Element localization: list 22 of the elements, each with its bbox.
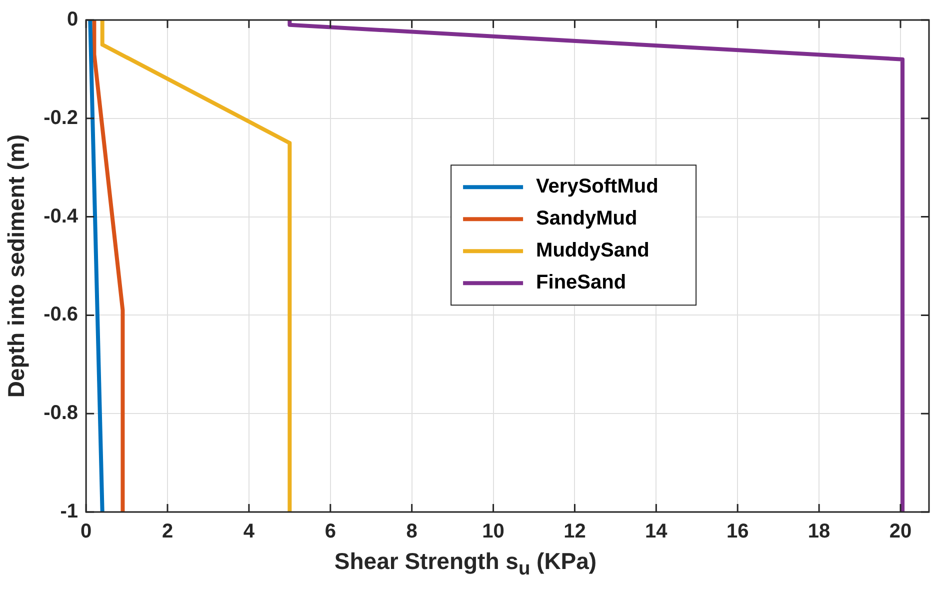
legend-label: VerySoftMud	[536, 176, 658, 198]
x-tick-label: 16	[726, 520, 749, 543]
x-tick-label: 6	[324, 520, 336, 543]
y-tick-label: -0.8	[44, 402, 78, 424]
legend-label: SandyMud	[536, 208, 638, 230]
y-tick-label: -0.6	[44, 304, 78, 326]
x-tick-label: 12	[564, 520, 586, 543]
y-tick-label: -0.4	[44, 205, 79, 228]
x-tick-label: 20	[889, 520, 912, 543]
y-tick-label: 0	[66, 8, 78, 31]
y-tick-label: -1	[60, 500, 78, 523]
x-tick-label: 18	[808, 520, 830, 543]
x-tick-label: 14	[645, 520, 668, 543]
x-axis-title: Shear Strength s$_{u}$ (KPa)	[333, 548, 598, 581]
legend-label: FineSand	[536, 272, 626, 294]
y-axis-title: Depth into sediment (m)	[3, 134, 30, 398]
x-tick-label: 2	[162, 520, 174, 543]
legend-label: MuddySand	[536, 240, 650, 262]
x-tick-label: 4	[243, 520, 256, 543]
x-tick-label: 10	[482, 520, 504, 543]
y-tick-label: -0.2	[44, 106, 78, 129]
x-tick-label: 8	[406, 520, 418, 543]
